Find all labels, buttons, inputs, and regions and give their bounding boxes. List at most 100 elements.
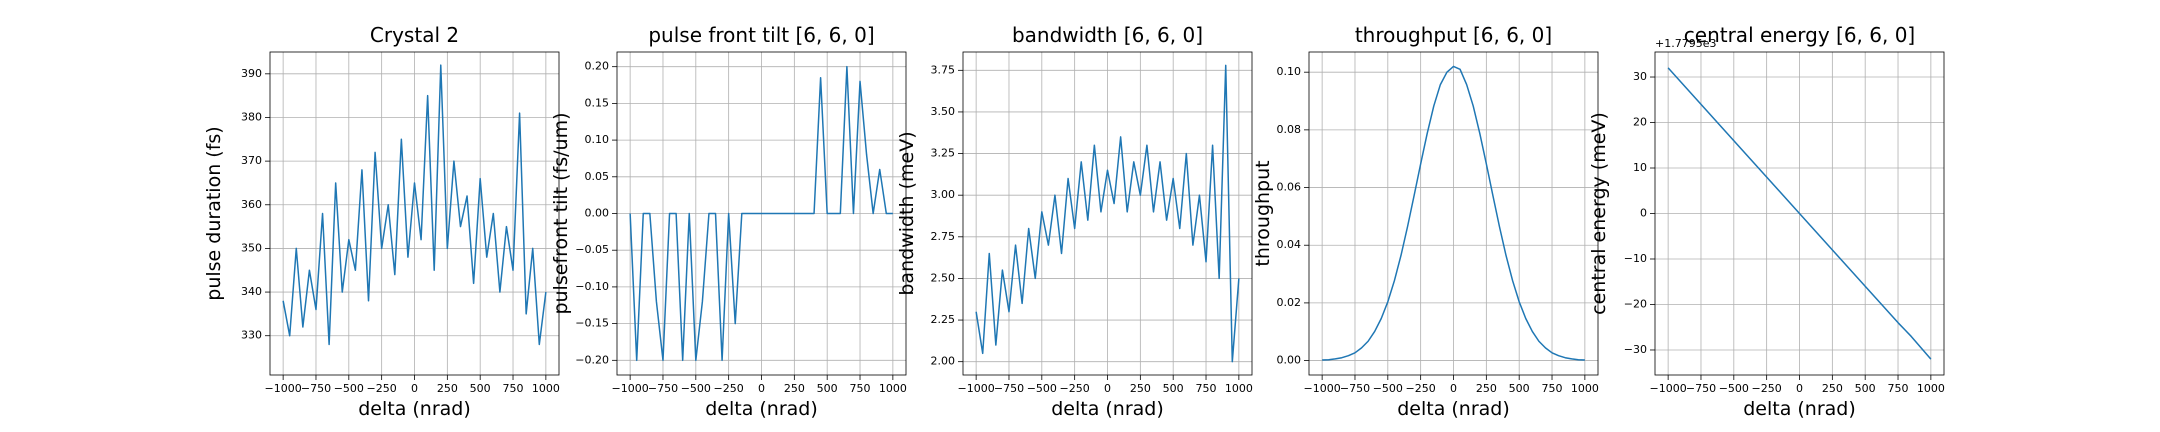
x-tick-label: 250 bbox=[1130, 382, 1151, 395]
y-tick-label: 30 bbox=[1633, 70, 1647, 83]
y-tick-label: 350 bbox=[241, 241, 262, 254]
axes-frame bbox=[616, 51, 907, 376]
y-tick-label: 2.00 bbox=[931, 355, 956, 368]
x-tick-label: −250 bbox=[367, 382, 397, 395]
x-tick-label: 1000 bbox=[879, 382, 907, 395]
x-tick-label: 250 bbox=[1822, 382, 1843, 395]
y-tick-label: 0.15 bbox=[585, 96, 610, 109]
x-tick-label: 1000 bbox=[1917, 382, 1945, 395]
x-axis-label: delta (nrad) bbox=[1051, 398, 1164, 420]
x-tick-label: 500 bbox=[1163, 382, 1184, 395]
x-tick-label: 500 bbox=[1509, 382, 1530, 395]
x-tick-label: 250 bbox=[1476, 382, 1497, 395]
y-axis-label: pulse duration (fs) bbox=[203, 126, 225, 300]
y-tick-label: 2.50 bbox=[931, 271, 956, 284]
x-tick-label: −250 bbox=[1060, 382, 1090, 395]
y-tick-label: 3.00 bbox=[931, 188, 956, 201]
x-tick-label: 250 bbox=[784, 382, 805, 395]
x-tick-label: −750 bbox=[1340, 382, 1370, 395]
x-tick-label: −500 bbox=[334, 382, 364, 395]
x-tick-label: 750 bbox=[850, 382, 871, 395]
y-tick-label: 3.50 bbox=[931, 105, 956, 118]
y-tick-label: 0.02 bbox=[1277, 296, 1302, 309]
x-tick-label: −500 bbox=[1719, 382, 1749, 395]
x-tick-label: −500 bbox=[681, 382, 711, 395]
y-axis-label: throughput bbox=[1252, 160, 1274, 266]
y-tick-label: 3.25 bbox=[931, 147, 956, 160]
y-tick-label: 0.05 bbox=[585, 170, 610, 183]
y-tick-label: −0.05 bbox=[575, 243, 609, 256]
y-axis-label: pulsefront tilt (fs/um) bbox=[550, 112, 572, 314]
x-axis-label: delta (nrad) bbox=[705, 398, 818, 420]
x-tick-label: 1000 bbox=[1571, 382, 1599, 395]
x-tick-label: −750 bbox=[301, 382, 331, 395]
y-tick-label: 2.75 bbox=[931, 230, 956, 243]
x-tick-label: −250 bbox=[1752, 382, 1782, 395]
x-axis-label: delta (nrad) bbox=[358, 398, 471, 420]
y-tick-label: −10 bbox=[1624, 252, 1647, 265]
axes-frame bbox=[962, 51, 1253, 376]
y-tick-label: 2.25 bbox=[931, 313, 956, 326]
y-tick-label: 20 bbox=[1633, 116, 1647, 129]
offset-text: +1.7795e3 bbox=[1655, 37, 1716, 50]
y-tick-label: 380 bbox=[241, 110, 262, 123]
x-tick-label: 750 bbox=[1888, 382, 1909, 395]
y-axis-label: bandwidth (meV) bbox=[896, 131, 918, 295]
x-tick-label: −1000 bbox=[1650, 382, 1687, 395]
y-tick-label: 340 bbox=[241, 285, 262, 298]
x-tick-label: −1000 bbox=[958, 382, 995, 395]
x-tick-label: −250 bbox=[714, 382, 744, 395]
y-tick-label: 10 bbox=[1633, 161, 1647, 174]
data-line bbox=[1322, 65, 1585, 361]
chart-title: Crystal 2 bbox=[370, 23, 459, 47]
y-tick-label: −30 bbox=[1624, 343, 1647, 356]
chart-title: throughput [6, 6, 0] bbox=[1355, 23, 1552, 47]
y-tick-label: 360 bbox=[241, 198, 262, 211]
y-tick-label: 0 bbox=[1640, 207, 1647, 220]
x-tick-label: 750 bbox=[503, 382, 524, 395]
y-tick-label: 370 bbox=[241, 154, 262, 167]
data-line bbox=[629, 65, 893, 362]
y-tick-label: 0.08 bbox=[1277, 123, 1302, 136]
x-tick-label: −1000 bbox=[612, 382, 649, 395]
x-tick-label: 0 bbox=[1104, 382, 1111, 395]
y-tick-label: 0.20 bbox=[585, 60, 610, 73]
y-tick-label: −0.20 bbox=[575, 353, 609, 366]
x-tick-label: 1000 bbox=[1225, 382, 1253, 395]
x-tick-label: 750 bbox=[1196, 382, 1217, 395]
y-tick-label: 0.10 bbox=[1277, 65, 1302, 78]
y-tick-label: 0.00 bbox=[585, 207, 610, 220]
x-axis-label: delta (nrad) bbox=[1397, 398, 1510, 420]
axes-frame bbox=[269, 51, 560, 376]
y-tick-label: 0.06 bbox=[1277, 181, 1302, 194]
x-axis-label: delta (nrad) bbox=[1743, 398, 1856, 420]
x-tick-label: 0 bbox=[1450, 382, 1457, 395]
chart-title: central energy [6, 6, 0] bbox=[1684, 23, 1915, 47]
y-tick-label: −0.10 bbox=[575, 280, 609, 293]
x-tick-label: 0 bbox=[411, 382, 418, 395]
x-tick-label: −750 bbox=[994, 382, 1024, 395]
axes-frame bbox=[1654, 51, 1945, 376]
chart-title: bandwidth [6, 6, 0] bbox=[1012, 23, 1203, 47]
y-axis-label: central energy (meV) bbox=[1588, 112, 1610, 315]
y-tick-label: −0.15 bbox=[575, 317, 609, 330]
chart-title: pulse front tilt [6, 6, 0] bbox=[648, 23, 874, 47]
x-tick-label: 0 bbox=[1796, 382, 1803, 395]
data-line bbox=[1667, 67, 1932, 360]
y-tick-label: 0.04 bbox=[1277, 238, 1302, 251]
data-line bbox=[975, 64, 1240, 363]
x-tick-label: 500 bbox=[470, 382, 491, 395]
x-tick-label: 750 bbox=[1542, 382, 1563, 395]
x-tick-label: 500 bbox=[817, 382, 838, 395]
x-tick-label: −750 bbox=[648, 382, 678, 395]
x-tick-label: 500 bbox=[1855, 382, 1876, 395]
y-tick-label: 0.00 bbox=[1277, 354, 1302, 367]
y-tick-label: 330 bbox=[241, 329, 262, 342]
y-tick-label: 0.10 bbox=[585, 133, 610, 146]
x-tick-label: 1000 bbox=[532, 382, 560, 395]
x-tick-label: −750 bbox=[1686, 382, 1716, 395]
data-line bbox=[282, 64, 547, 346]
y-tick-label: 3.75 bbox=[931, 63, 956, 76]
